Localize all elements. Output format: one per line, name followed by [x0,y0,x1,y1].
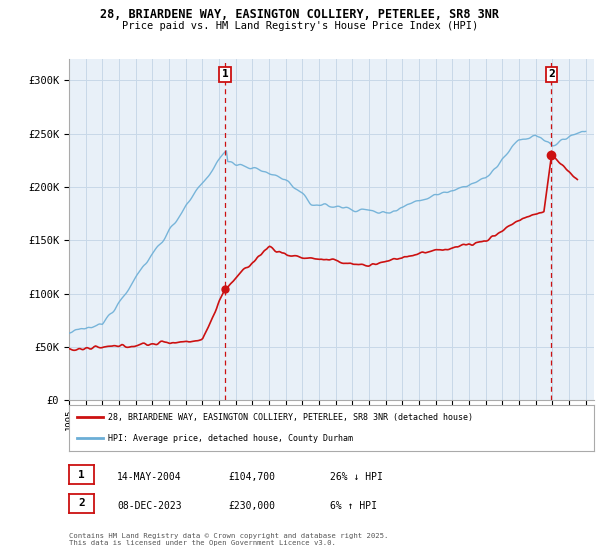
Text: 14-MAY-2004: 14-MAY-2004 [117,472,182,482]
Text: 28, BRIARDENE WAY, EASINGTON COLLIERY, PETERLEE, SR8 3NR: 28, BRIARDENE WAY, EASINGTON COLLIERY, P… [101,8,499,21]
Text: 1: 1 [222,69,229,79]
Text: 2: 2 [78,498,85,508]
Text: 2: 2 [548,69,555,79]
Text: HPI: Average price, detached house, County Durham: HPI: Average price, detached house, Coun… [109,434,353,443]
Text: Price paid vs. HM Land Registry's House Price Index (HPI): Price paid vs. HM Land Registry's House … [122,21,478,31]
Text: 08-DEC-2023: 08-DEC-2023 [117,501,182,511]
Text: £104,700: £104,700 [228,472,275,482]
Text: 6% ↑ HPI: 6% ↑ HPI [330,501,377,511]
Text: 28, BRIARDENE WAY, EASINGTON COLLIERY, PETERLEE, SR8 3NR (detached house): 28, BRIARDENE WAY, EASINGTON COLLIERY, P… [109,413,473,422]
Text: 1: 1 [78,470,85,480]
Text: 26% ↓ HPI: 26% ↓ HPI [330,472,383,482]
Text: Contains HM Land Registry data © Crown copyright and database right 2025.
This d: Contains HM Land Registry data © Crown c… [69,533,388,546]
Text: £230,000: £230,000 [228,501,275,511]
